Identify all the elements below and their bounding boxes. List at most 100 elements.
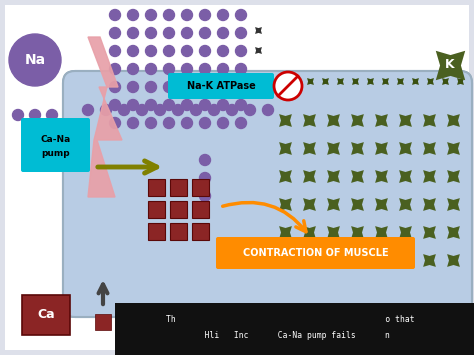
Circle shape [137,104,147,115]
Circle shape [236,10,246,21]
FancyArrowPatch shape [98,161,157,173]
Bar [170,179,187,196]
Circle shape [146,10,156,21]
Circle shape [182,82,192,93]
Text: K: K [445,59,455,71]
Circle shape [128,82,138,93]
Circle shape [164,118,174,129]
Circle shape [109,82,120,93]
Circle shape [109,27,120,38]
Circle shape [109,10,120,21]
Text: Ca-Na: Ca-Na [40,136,71,144]
FancyBboxPatch shape [21,118,90,172]
Circle shape [46,109,57,120]
Circle shape [200,82,210,93]
Circle shape [218,99,228,110]
Circle shape [128,27,138,38]
Bar [115,303,474,355]
Circle shape [182,118,192,129]
Polygon shape [88,37,122,197]
Text: CONTRACTION OF MUSCLE: CONTRACTION OF MUSCLE [243,248,388,258]
Bar [95,314,111,330]
Bar [192,223,209,240]
Circle shape [9,34,61,86]
Circle shape [218,118,228,129]
Circle shape [164,99,174,110]
Circle shape [128,10,138,21]
FancyBboxPatch shape [168,73,274,99]
Circle shape [200,154,210,165]
Circle shape [200,191,210,202]
Circle shape [128,45,138,56]
Circle shape [29,109,40,120]
Circle shape [200,99,210,110]
Circle shape [109,64,120,75]
Circle shape [82,104,93,115]
Bar [148,223,165,240]
Text: Ca: Ca [37,308,55,322]
Circle shape [100,104,111,115]
Text: Hli   Inc      Ca-Na pump fails      n: Hli Inc Ca-Na pump fails n [190,331,390,339]
Circle shape [236,45,246,56]
Bar [148,201,165,218]
Text: Th                                           o that: Th o that [166,316,414,324]
Circle shape [146,82,156,93]
Circle shape [200,173,210,184]
Circle shape [146,118,156,129]
Circle shape [218,10,228,21]
Circle shape [218,27,228,38]
Circle shape [227,104,237,115]
Circle shape [164,10,174,21]
FancyArrowPatch shape [223,202,306,232]
Bar [192,179,209,196]
Circle shape [182,27,192,38]
Circle shape [218,64,228,75]
Circle shape [182,10,192,21]
Bar [148,179,165,196]
Circle shape [164,27,174,38]
Circle shape [200,10,210,21]
Circle shape [182,99,192,110]
Circle shape [218,45,228,56]
Circle shape [109,118,120,129]
Bar [192,201,209,218]
Circle shape [109,99,120,110]
Circle shape [200,45,210,56]
Circle shape [218,82,228,93]
Circle shape [245,104,255,115]
Circle shape [200,27,210,38]
FancyBboxPatch shape [63,71,472,317]
Circle shape [182,45,192,56]
Circle shape [128,118,138,129]
Circle shape [118,104,129,115]
Circle shape [146,45,156,56]
Circle shape [236,99,246,110]
Circle shape [236,82,246,93]
Circle shape [236,64,246,75]
Text: Na: Na [25,53,46,67]
Circle shape [191,104,201,115]
Text: pump: pump [41,148,70,158]
Bar [170,201,187,218]
Circle shape [164,64,174,75]
Circle shape [182,64,192,75]
Circle shape [236,118,246,129]
Circle shape [146,27,156,38]
Circle shape [164,82,174,93]
FancyBboxPatch shape [63,71,472,317]
Bar [170,223,187,240]
Circle shape [173,104,183,115]
Circle shape [200,118,210,129]
Circle shape [128,99,138,110]
Circle shape [209,104,219,115]
Circle shape [146,64,156,75]
Circle shape [155,104,165,115]
Text: Na-K ATPase: Na-K ATPase [187,81,255,91]
Circle shape [12,109,24,120]
FancyArrowPatch shape [99,284,108,304]
Circle shape [200,64,210,75]
FancyBboxPatch shape [216,237,415,269]
Circle shape [164,45,174,56]
Circle shape [236,27,246,38]
Bar [22,295,70,335]
